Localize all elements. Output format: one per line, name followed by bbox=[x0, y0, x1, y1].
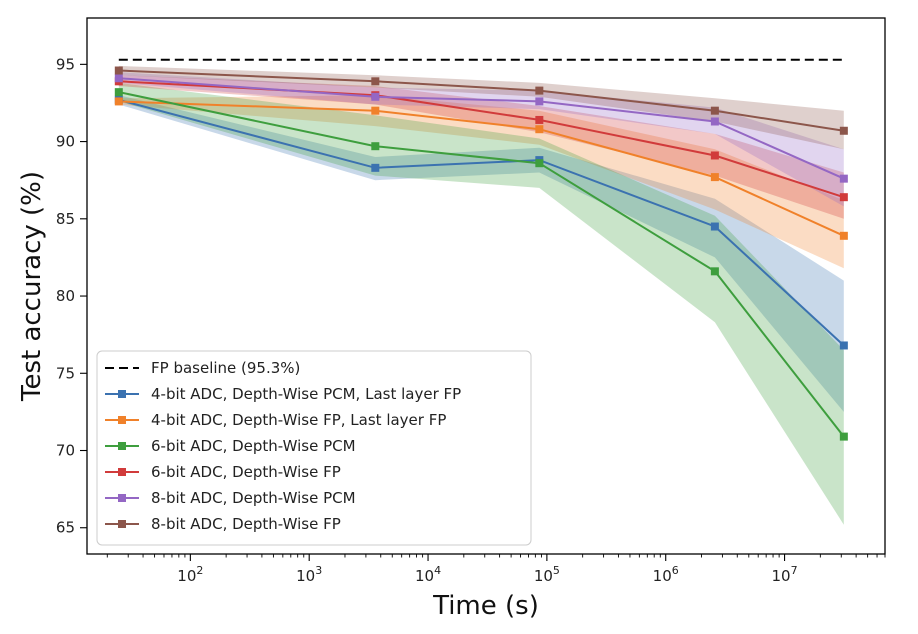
band-series-2 bbox=[118, 95, 844, 269]
x-tick-label: 106 bbox=[653, 564, 679, 585]
point-series-3-5 bbox=[839, 432, 848, 441]
point-series-5-1 bbox=[114, 74, 123, 83]
legend-entries: 4-bit ADC, Depth-Wise PCM, Last layer FP… bbox=[105, 385, 461, 533]
point-series-2-5 bbox=[839, 231, 848, 240]
x-tick-label: 105 bbox=[534, 564, 560, 585]
point-series-4-4 bbox=[710, 151, 719, 160]
point-series-3-4 bbox=[710, 267, 719, 276]
legend-box bbox=[96, 350, 532, 546]
point-series-4-3 bbox=[535, 115, 544, 124]
legend-swatch-marker-4 bbox=[118, 468, 126, 476]
x-axis-label: Time (s) bbox=[432, 591, 539, 621]
y-tick-label: 85 bbox=[56, 210, 75, 228]
legend-swatch-marker-2 bbox=[118, 416, 126, 424]
legend-swatch-marker-3 bbox=[118, 442, 126, 450]
legend: FP baseline (95.3%) 4-bit ADC, Depth-Wis… bbox=[96, 350, 532, 546]
y-axis-ticks: 65 70 75 80 85 90 95 bbox=[56, 55, 87, 537]
y-tick-label: 75 bbox=[56, 364, 75, 382]
y-tick-label: 70 bbox=[56, 442, 75, 460]
legend-label-series-3: 6-bit ADC, Depth-Wise PCM bbox=[151, 437, 356, 455]
y-axis-label: Test accuracy (%) bbox=[17, 171, 47, 402]
point-series-6-2 bbox=[371, 77, 380, 86]
legend-swatch-marker-1 bbox=[118, 390, 126, 398]
point-series-3-3 bbox=[535, 159, 544, 168]
point-series-2-4 bbox=[710, 173, 719, 182]
legend-swatch-marker-5 bbox=[118, 494, 126, 502]
band-series-4 bbox=[118, 75, 844, 219]
point-series-2-3 bbox=[535, 125, 544, 134]
point-series-5-2 bbox=[371, 92, 380, 101]
band-series-1 bbox=[118, 95, 844, 412]
y-tick-label: 80 bbox=[56, 287, 75, 305]
legend-label-series-5: 8-bit ADC, Depth-Wise PCM bbox=[151, 489, 356, 507]
point-series-2-2 bbox=[371, 106, 380, 115]
point-series-6-3 bbox=[535, 86, 544, 95]
legend-label-series-2: 4-bit ADC, Depth-Wise FP, Last layer FP bbox=[151, 411, 446, 429]
y-tick-label: 65 bbox=[56, 519, 75, 537]
x-axis-ticks: 102 103 104 105 106 107 bbox=[106, 554, 886, 585]
series-markers bbox=[114, 66, 848, 441]
point-series-6-1 bbox=[114, 66, 123, 75]
point-series-4-5 bbox=[839, 193, 848, 202]
x-tick-label: 103 bbox=[296, 564, 322, 585]
plot-frame bbox=[86, 17, 886, 555]
legend-swatch-marker-6 bbox=[118, 520, 126, 528]
y-tick-label: 95 bbox=[56, 55, 75, 73]
point-series-1-4 bbox=[710, 222, 719, 231]
point-series-5-5 bbox=[839, 174, 848, 183]
point-series-5-4 bbox=[710, 117, 719, 126]
point-series-3-1 bbox=[114, 88, 123, 97]
legend-label-baseline: FP baseline (95.3%) bbox=[151, 359, 300, 377]
point-series-6-4 bbox=[710, 106, 719, 115]
legend-label-series-1: 4-bit ADC, Depth-Wise PCM, Last layer FP bbox=[151, 385, 461, 403]
point-series-5-3 bbox=[535, 97, 544, 106]
point-series-6-5 bbox=[839, 126, 848, 135]
y-tick-label: 90 bbox=[56, 133, 75, 151]
legend-label-series-4: 6-bit ADC, Depth-Wise FP bbox=[151, 463, 341, 481]
point-series-2-1 bbox=[114, 97, 123, 106]
band-series-3 bbox=[118, 82, 844, 525]
point-series-1-2 bbox=[371, 163, 380, 172]
x-tick-label: 104 bbox=[415, 564, 441, 585]
point-series-1-5 bbox=[839, 341, 848, 350]
x-tick-label: 107 bbox=[772, 564, 798, 585]
x-tick-label: 102 bbox=[177, 564, 203, 585]
legend-label-series-6: 8-bit ADC, Depth-Wise FP bbox=[151, 515, 341, 533]
point-series-3-2 bbox=[371, 142, 380, 151]
